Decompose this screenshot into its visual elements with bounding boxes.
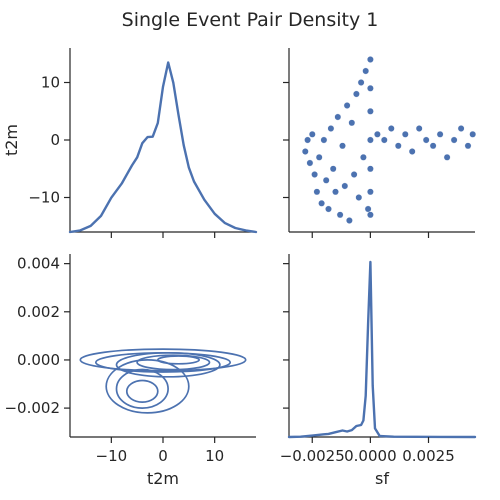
y-ticks — [283, 263, 289, 409]
t2m-density-curve — [68, 61, 258, 234]
scatter-point — [366, 107, 374, 115]
scatter-point — [336, 211, 344, 219]
scatter-point — [408, 148, 416, 155]
panel-sf-t2m-scatter — [283, 48, 477, 238]
x-tick-label: 0.0025 — [402, 447, 455, 465]
x-tick-label: −10 — [96, 447, 128, 465]
panel-t2m-sf-kde2d: 0.004 0.002 0.000 −0.002 −10 0 10 t2m — [4, 254, 256, 488]
x-ticks: −10 0 10 — [96, 437, 224, 465]
density-contour — [115, 351, 221, 378]
scatter-point — [334, 113, 342, 121]
scatter-point — [362, 67, 370, 75]
y-axis-label-t2m: t2m — [2, 124, 21, 156]
scatter-point — [415, 125, 423, 132]
scatter-point — [301, 148, 309, 155]
scatter-point — [348, 119, 356, 127]
scatter-point — [401, 130, 409, 138]
scatter-point — [306, 159, 314, 167]
x-axis-label-t2m: t2m — [147, 469, 179, 488]
scatter-point — [387, 125, 395, 132]
scatter-point — [345, 217, 353, 224]
scatter-point — [329, 165, 337, 173]
scatter-point — [469, 130, 477, 138]
density-contours — [79, 348, 247, 414]
x-axis-label-sf: sf — [375, 469, 389, 488]
y-tick-label: 0.000 — [17, 351, 60, 369]
scatter-point — [366, 56, 374, 63]
scatter-point — [311, 171, 318, 178]
scatter-point — [366, 84, 374, 92]
scatter-point — [366, 211, 374, 219]
x-tick-label: 0 — [158, 447, 168, 465]
scatter-point — [422, 136, 430, 144]
scatter-point — [436, 130, 444, 138]
scatter-point — [366, 136, 374, 144]
scatter-point — [308, 130, 316, 138]
y-ticks: 10 0 −10 — [28, 74, 70, 207]
density-contour — [105, 359, 190, 414]
scatter-point — [394, 142, 402, 150]
scatter-point — [457, 125, 465, 132]
scatter-point — [464, 142, 472, 150]
scatter-point — [355, 194, 363, 201]
scatter-point — [315, 153, 323, 161]
scatter-point — [357, 79, 365, 86]
panel-t2m-kde: 10 0 −10 t2m — [2, 48, 258, 238]
scatter-point — [341, 182, 349, 190]
chart-title: Single Event Pair Density 1 — [122, 9, 379, 31]
x-ticks — [110, 232, 216, 238]
scatter-point — [332, 188, 339, 196]
scatter-point — [320, 136, 328, 144]
scatter-point — [350, 171, 358, 178]
scatter-point — [366, 188, 374, 196]
scatter-point — [322, 176, 330, 184]
panel-sf-kde: −0.0025 0.0000 0.0025 sf — [280, 254, 477, 488]
scatter-point — [325, 205, 332, 213]
scatter-point — [364, 205, 372, 213]
y-tick-label: 0.004 — [17, 255, 60, 273]
density-contour — [136, 354, 211, 371]
scatter-point — [313, 188, 321, 196]
x-tick-label: 0.0000 — [344, 447, 397, 465]
scatter-point — [366, 165, 374, 173]
x-tick-label: 10 — [205, 447, 224, 465]
density-contour — [125, 379, 159, 403]
scatter-point — [339, 142, 346, 150]
scatter-point — [359, 153, 367, 161]
y-tick-label: 0 — [50, 131, 60, 149]
scatter-point — [380, 136, 388, 144]
scatter-point — [352, 90, 360, 98]
scatter-point — [304, 136, 311, 144]
y-tick-label: 10 — [41, 74, 60, 92]
scatter-point — [318, 199, 325, 207]
density-contour — [115, 368, 169, 409]
scatter-point — [327, 125, 335, 132]
y-tick-label: 0.002 — [17, 303, 60, 321]
scatter-point — [343, 102, 351, 109]
scatter-point — [429, 142, 437, 150]
x-tick-label: −0.0025 — [280, 447, 345, 465]
y-ticks: 0.004 0.002 0.000 −0.002 — [4, 255, 70, 417]
x-ticks — [311, 232, 430, 238]
sf-density-curve — [287, 260, 477, 439]
density-contour — [79, 348, 247, 372]
scatter-point — [450, 136, 458, 144]
scatter-point — [373, 130, 381, 138]
y-ticks — [283, 81, 289, 199]
y-tick-label: −0.002 — [4, 399, 60, 417]
scatter-point — [443, 153, 451, 161]
scatter-points — [301, 56, 477, 224]
x-ticks: −0.0025 0.0000 0.0025 — [280, 437, 455, 465]
y-tick-label: −10 — [28, 189, 60, 207]
